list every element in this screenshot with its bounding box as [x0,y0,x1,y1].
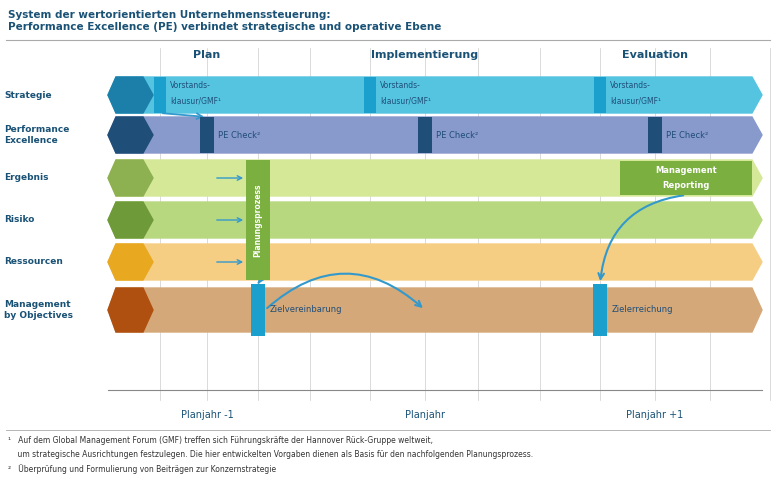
Text: Planungsprozess: Planungsprozess [254,183,262,257]
Text: ²   Überprüfung und Formulierung von Beiträgen zur Konzernstrategie: ² Überprüfung und Formulierung von Beitr… [8,464,276,474]
Polygon shape [108,160,762,196]
Text: Planjahr: Planjahr [405,410,445,420]
Text: Planjahr -1: Planjahr -1 [181,410,234,420]
Bar [593,284,607,336]
Text: klausur/GMF¹: klausur/GMF¹ [170,97,221,106]
Text: Evaluation: Evaluation [622,50,688,60]
Text: Management: Management [655,166,717,175]
Text: PE Check²: PE Check² [666,131,708,140]
Text: Implementierung: Implementierung [372,50,479,60]
Text: Vorstands-: Vorstands- [170,81,211,90]
Text: Management
by Objectives: Management by Objectives [4,300,73,320]
Bar [364,77,376,113]
Polygon shape [108,117,762,153]
Bar [200,117,214,153]
Polygon shape [108,244,762,280]
Bar [594,77,606,113]
Text: Performance Excellence (PE) verbindet strategische und operative Ebene: Performance Excellence (PE) verbindet st… [8,22,442,32]
Text: Zielerreichung: Zielerreichung [612,306,674,315]
Text: Reporting: Reporting [662,181,710,190]
Text: Ergebnis: Ergebnis [4,174,48,182]
Polygon shape [108,288,153,332]
Text: PE Check²: PE Check² [436,131,478,140]
Text: Planjahr +1: Planjahr +1 [626,410,684,420]
Text: Risiko: Risiko [4,215,34,224]
Text: klausur/GMF¹: klausur/GMF¹ [380,97,431,106]
Text: Strategie: Strategie [4,91,52,100]
Text: PE Check²: PE Check² [218,131,260,140]
Text: System der wertorientierten Unternehmenssteuerung:: System der wertorientierten Unternehmens… [8,10,331,20]
Polygon shape [108,202,762,238]
Bar [246,160,270,280]
Text: um strategische Ausrichtungen festzulegen. Die hier entwickelten Vorgaben dienen: um strategische Ausrichtungen festzulege… [8,450,533,459]
Bar [648,117,662,153]
Bar [620,161,752,195]
Bar [418,117,432,153]
Text: ¹   Auf dem Global Management Forum (GMF) treffen sich Führungskräfte der Hannov: ¹ Auf dem Global Management Forum (GMF) … [8,436,433,445]
Bar [251,284,265,336]
Polygon shape [108,244,153,280]
Polygon shape [108,117,153,153]
Polygon shape [108,77,762,113]
Text: Vorstands-: Vorstands- [380,81,421,90]
Text: Vorstands-: Vorstands- [610,81,651,90]
Text: Ressourcen: Ressourcen [4,257,63,267]
Polygon shape [108,202,153,238]
Text: Performance
Excellence: Performance Excellence [4,125,69,145]
Text: klausur/GMF¹: klausur/GMF¹ [610,97,661,106]
Polygon shape [108,77,153,113]
Text: Plan: Plan [193,50,220,60]
Bar [154,77,166,113]
Polygon shape [108,288,762,332]
Text: Zielvereinbarung: Zielvereinbarung [270,306,342,315]
Polygon shape [108,160,153,196]
